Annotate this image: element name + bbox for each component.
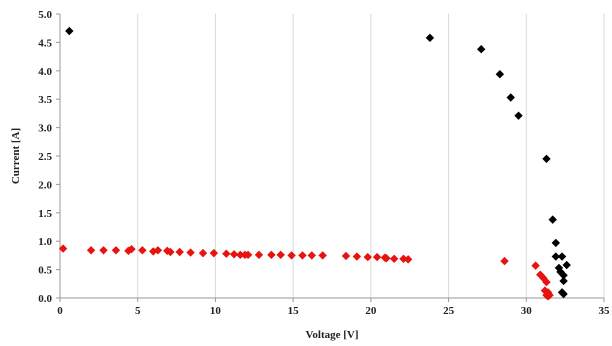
data-point — [222, 249, 231, 258]
data-point — [551, 252, 561, 261]
data-point — [287, 251, 296, 260]
data-point — [175, 247, 184, 257]
data-point — [186, 248, 195, 257]
data-point — [495, 70, 505, 79]
data-point — [372, 252, 382, 262]
data-point — [542, 277, 551, 287]
data-point — [500, 256, 509, 266]
data-point — [554, 263, 564, 273]
data-point — [99, 246, 108, 255]
data-point — [267, 250, 276, 260]
data-point — [539, 273, 548, 283]
data-point — [403, 255, 413, 264]
data-point — [542, 154, 551, 164]
data-point — [298, 251, 307, 260]
data-point — [236, 250, 245, 260]
data-point — [243, 250, 253, 260]
data-point — [425, 33, 435, 43]
data-point — [477, 45, 486, 54]
data-point — [254, 250, 264, 260]
x-tick-label: 35 — [599, 305, 611, 317]
series-0 — [65, 26, 571, 299]
data-point — [166, 247, 175, 257]
data-point — [543, 292, 553, 301]
data-point — [562, 260, 571, 270]
data-point — [352, 252, 362, 261]
y-tick-label: 3.0 — [38, 123, 52, 135]
data-point — [341, 251, 351, 261]
y-tick-label: 5.0 — [38, 9, 52, 21]
data-point — [307, 251, 316, 260]
data-point — [382, 254, 391, 263]
y-tick-label: 1.5 — [38, 208, 52, 220]
data-point — [531, 261, 540, 270]
x-axis-title: Voltage [V] — [305, 329, 358, 341]
y-axis-title: Current [A] — [10, 128, 22, 184]
y-tick-label: 3.5 — [38, 94, 52, 106]
data-point — [389, 254, 399, 264]
x-tick-label: 20 — [365, 305, 377, 317]
data-point — [138, 246, 147, 255]
data-point — [559, 271, 568, 280]
data-point — [153, 246, 163, 255]
x-tick-label: 10 — [210, 305, 222, 317]
data-point — [557, 252, 567, 261]
y-tick-label: 4.5 — [38, 37, 52, 49]
x-tick-label: 25 — [443, 305, 455, 317]
data-point — [551, 238, 561, 248]
data-point — [86, 246, 96, 255]
y-tick-label: 2.0 — [38, 179, 52, 191]
axes — [56, 13, 605, 302]
data-point — [514, 111, 523, 120]
data-point — [363, 252, 372, 262]
data-point — [198, 248, 208, 258]
series-1 — [58, 244, 554, 301]
grid-lines — [137, 14, 605, 298]
x-tick-label: 5 — [135, 305, 141, 317]
data-point — [276, 250, 285, 260]
y-tick-label: 1.0 — [38, 236, 52, 248]
data-point — [318, 251, 327, 260]
data-point — [58, 244, 68, 253]
data-series — [58, 26, 571, 301]
y-tick-label: 0.5 — [38, 265, 52, 277]
data-point — [559, 276, 568, 286]
data-point — [559, 289, 568, 299]
data-point — [556, 267, 565, 277]
tick-labels: 0 5 10 15 20 25 30 35 0.0 0.5 1.0 1.5 2.0 2.5 3.0 3.5 4.… — [38, 9, 610, 317]
data-point — [209, 248, 219, 258]
x-tick-label: 30 — [521, 305, 533, 317]
x-tick-label: 0 — [57, 305, 63, 317]
x-tick-label: 15 — [288, 305, 300, 317]
y-tick-label: 4.0 — [38, 66, 52, 78]
data-point — [111, 246, 121, 255]
y-tick-label: 2.5 — [38, 151, 52, 163]
data-point — [127, 244, 136, 254]
data-point — [65, 26, 74, 36]
data-point — [229, 250, 239, 259]
y-tick-label: 0.0 — [38, 293, 52, 305]
data-point — [506, 93, 515, 102]
data-point — [548, 215, 557, 224]
